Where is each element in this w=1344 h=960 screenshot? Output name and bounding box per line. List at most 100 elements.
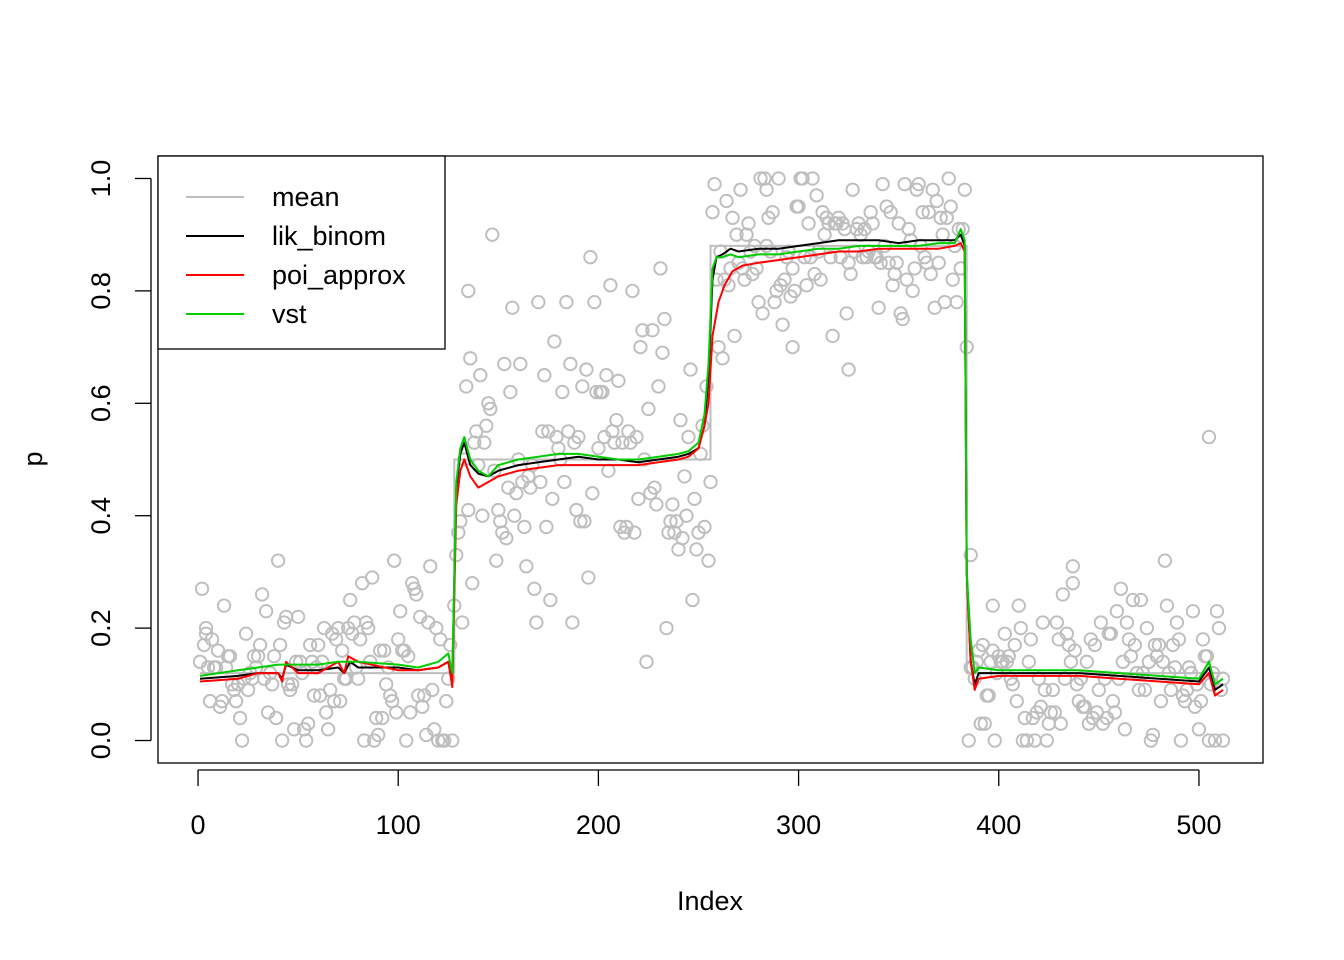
data-point	[921, 205, 936, 220]
data-point	[741, 216, 756, 231]
data-point	[519, 559, 534, 574]
y-tick-label: 0.8	[86, 272, 116, 310]
data-point	[767, 294, 782, 310]
data-point	[1057, 671, 1072, 686]
data-point	[1053, 716, 1068, 731]
data-point	[583, 250, 598, 265]
data-point	[933, 210, 948, 225]
data-point	[647, 480, 662, 495]
data-point	[805, 171, 820, 186]
data-point	[1133, 592, 1149, 608]
data-point	[703, 474, 718, 490]
data-point	[929, 193, 944, 209]
legend-label: lik_binom	[272, 221, 386, 251]
data-point	[755, 306, 770, 321]
data-point	[665, 497, 680, 512]
data-point	[581, 570, 596, 585]
data-point	[1113, 581, 1129, 596]
data-point	[603, 278, 618, 293]
data-point	[609, 413, 624, 428]
data-point	[985, 598, 1000, 613]
data-point	[907, 261, 922, 276]
data-point	[977, 716, 992, 731]
data-point	[425, 682, 440, 698]
data-point	[266, 649, 282, 664]
data-point	[443, 637, 458, 653]
data-point	[1201, 429, 1217, 445]
data-point	[375, 710, 390, 726]
data-point	[677, 469, 692, 484]
data-point	[288, 654, 304, 669]
data-point	[1193, 694, 1209, 709]
data-point	[321, 722, 336, 737]
x-tick-label: 500	[1176, 810, 1221, 840]
data-point	[1007, 637, 1022, 653]
data-point	[645, 323, 660, 338]
data-point	[493, 514, 508, 529]
y-axis-label: p	[18, 451, 48, 466]
data-point	[733, 182, 748, 197]
legend-label: poi_approx	[272, 260, 406, 290]
data-point	[254, 587, 270, 602]
data-point	[683, 362, 698, 377]
data-point	[310, 637, 326, 653]
data-point	[439, 694, 454, 709]
data-point	[795, 171, 810, 186]
data-point	[813, 272, 828, 287]
data-point	[1067, 643, 1082, 658]
data-point	[701, 553, 716, 568]
data-point	[787, 283, 802, 299]
data-point	[214, 694, 230, 709]
data-point	[389, 705, 404, 720]
data-point	[785, 339, 800, 355]
data-point	[537, 368, 552, 383]
y-tick-label: 0.4	[86, 497, 116, 535]
data-point	[915, 205, 930, 220]
data-point	[1001, 649, 1016, 664]
data-point	[300, 716, 316, 731]
data-point	[809, 188, 824, 203]
data-point	[1005, 677, 1020, 692]
data-point	[286, 722, 302, 737]
data-point	[1163, 682, 1179, 698]
data-point	[759, 182, 774, 197]
data-point	[823, 250, 838, 265]
data-point	[331, 620, 346, 636]
x-tick-label: 100	[376, 810, 421, 840]
data-point	[234, 733, 250, 748]
legend-label: mean	[272, 182, 340, 212]
data-point	[775, 317, 790, 332]
data-point	[268, 710, 284, 726]
data-point	[871, 300, 886, 315]
data-point	[961, 733, 976, 748]
data-point	[555, 384, 570, 400]
x-tick-label: 400	[976, 810, 1021, 840]
data-point	[1035, 615, 1050, 630]
data-point	[423, 559, 438, 574]
data-point	[1159, 598, 1175, 613]
data-point	[489, 553, 504, 568]
data-point	[599, 368, 614, 383]
data-point	[1023, 632, 1038, 647]
data-point	[1209, 604, 1225, 619]
data-point	[963, 547, 978, 563]
data-point	[252, 637, 268, 653]
data-point	[659, 620, 674, 636]
data-point	[1171, 632, 1187, 647]
data-point	[1017, 710, 1032, 726]
data-point	[799, 278, 814, 293]
data-point	[333, 694, 348, 709]
data-point	[463, 351, 478, 366]
data-point	[475, 508, 490, 523]
data-point	[1117, 722, 1133, 737]
data-point	[937, 294, 952, 310]
data-point	[687, 491, 702, 506]
data-point	[531, 294, 546, 310]
data-point	[545, 491, 560, 506]
data-point	[897, 176, 912, 192]
data-point	[228, 694, 244, 709]
data-point	[1119, 615, 1135, 630]
data-point	[651, 379, 666, 394]
data-point	[841, 362, 856, 377]
data-point	[327, 694, 342, 709]
